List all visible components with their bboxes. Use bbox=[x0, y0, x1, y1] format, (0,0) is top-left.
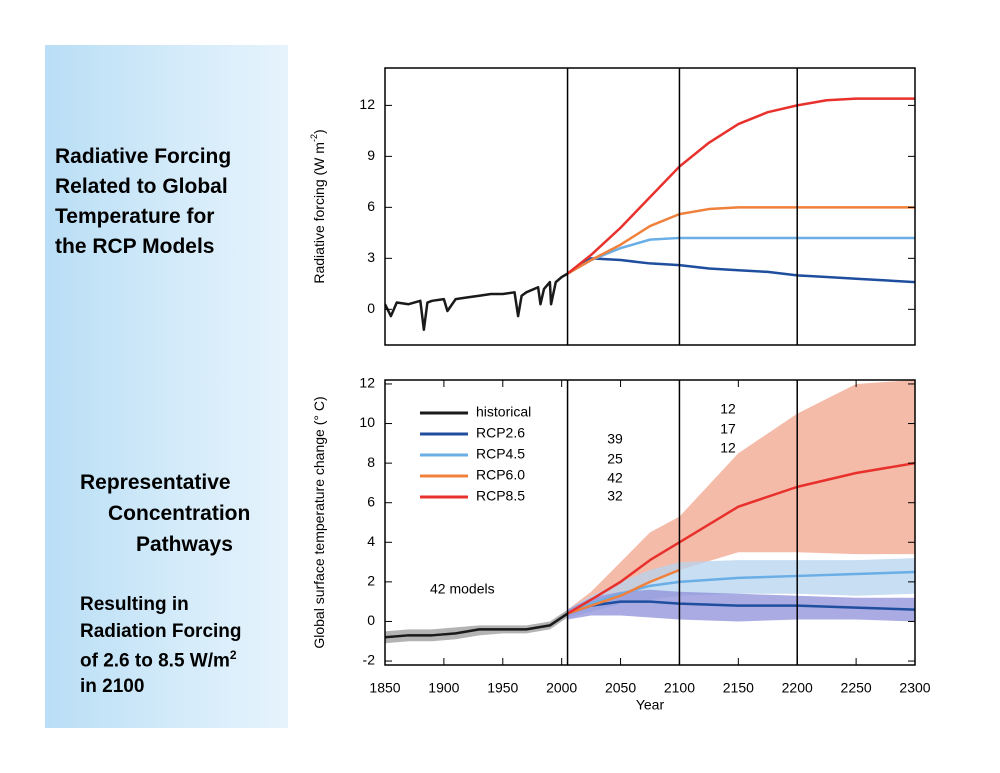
legend-label: RCP6.0 bbox=[476, 467, 525, 483]
model-count: 25 bbox=[607, 451, 623, 467]
y-axis-label-end: ) bbox=[311, 129, 327, 134]
y-tick-label: 6 bbox=[367, 493, 375, 509]
slide-note: of 2.6 to 8.5 W/m2 bbox=[80, 648, 237, 672]
y-tick-label: -2 bbox=[363, 652, 376, 668]
uncertainty-band bbox=[567, 558, 915, 618]
x-axis-label: Year bbox=[636, 697, 665, 713]
y-axis-label-sup: -2 bbox=[309, 134, 319, 142]
slide-title: Temperature for bbox=[55, 205, 215, 228]
y-tick-label: 8 bbox=[367, 454, 375, 470]
model-count: 39 bbox=[607, 431, 623, 447]
plot-area bbox=[385, 97, 915, 331]
model-count: 42 bbox=[607, 470, 623, 486]
superscript: 2 bbox=[229, 648, 237, 662]
slide-title: Related to Global bbox=[55, 175, 228, 198]
slide-subtitle: Pathways bbox=[136, 533, 233, 556]
model-count: 17 bbox=[720, 421, 736, 437]
y-axis-label-text: Radiative forcing (W m bbox=[311, 142, 327, 284]
x-tick-label: 1850 bbox=[369, 680, 400, 696]
plot-frame bbox=[384, 379, 916, 666]
slide-note-text: of 2.6 to 8.5 W/m bbox=[80, 650, 230, 672]
y-tick-label: 0 bbox=[367, 612, 375, 628]
y-axis-label: Radiative forcing (W m-2) bbox=[309, 129, 326, 283]
y-axis-label-text: Global surface temperature change (° C) bbox=[311, 396, 327, 648]
y-tick-label: 6 bbox=[367, 198, 375, 214]
y-tick-label: 4 bbox=[367, 533, 375, 549]
side-panel bbox=[45, 45, 288, 728]
x-tick-label: 2000 bbox=[546, 680, 577, 696]
legend-label: RCP2.6 bbox=[476, 425, 525, 441]
x-tick-label: 2300 bbox=[899, 680, 930, 696]
models-note: 42 models bbox=[430, 581, 495, 597]
x-tick-label: 2050 bbox=[605, 680, 636, 696]
x-tick-label: 1900 bbox=[428, 680, 459, 696]
slide-note: in 2100 bbox=[80, 676, 145, 697]
y-axis-label: Global surface temperature change (° C) bbox=[311, 396, 327, 648]
series-line bbox=[566, 236, 915, 275]
slide-title: Radiative Forcing bbox=[55, 145, 232, 168]
series-line bbox=[566, 257, 915, 284]
x-tick-label: 2150 bbox=[723, 680, 754, 696]
legend-label: RCP4.5 bbox=[476, 446, 525, 462]
y-tick-label: 3 bbox=[367, 249, 375, 265]
y-tick-label: 12 bbox=[359, 96, 375, 112]
model-count: 32 bbox=[607, 488, 623, 504]
y-tick-label: 12 bbox=[359, 375, 375, 391]
model-count: 12 bbox=[720, 401, 736, 417]
series-line bbox=[567, 568, 680, 615]
y-tick-label: 0 bbox=[367, 300, 375, 316]
slide-title: the RCP Models bbox=[55, 235, 215, 258]
legend-label: historical bbox=[476, 404, 531, 420]
slide-subtitle: Representative bbox=[80, 471, 231, 494]
y-tick-label: 9 bbox=[367, 147, 375, 163]
slide-note: Radiation Forcing bbox=[80, 621, 242, 642]
x-tick-label: 2100 bbox=[664, 680, 695, 696]
series-line bbox=[566, 97, 915, 275]
series-line bbox=[566, 206, 915, 275]
y-tick-label: 10 bbox=[359, 414, 375, 430]
series-line bbox=[385, 612, 569, 639]
series-line bbox=[385, 272, 569, 331]
x-tick-label: 2200 bbox=[782, 680, 813, 696]
x-tick-label: 2250 bbox=[841, 680, 872, 696]
slide-subtitle: Concentration bbox=[108, 502, 251, 525]
plot-area bbox=[385, 380, 915, 644]
legend-label: RCP8.5 bbox=[476, 488, 525, 504]
y-tick-label: 2 bbox=[367, 573, 375, 589]
model-count: 12 bbox=[720, 440, 736, 456]
plot-frame bbox=[384, 67, 916, 346]
x-tick-label: 1950 bbox=[487, 680, 518, 696]
slide-note: Resulting in bbox=[80, 594, 189, 615]
